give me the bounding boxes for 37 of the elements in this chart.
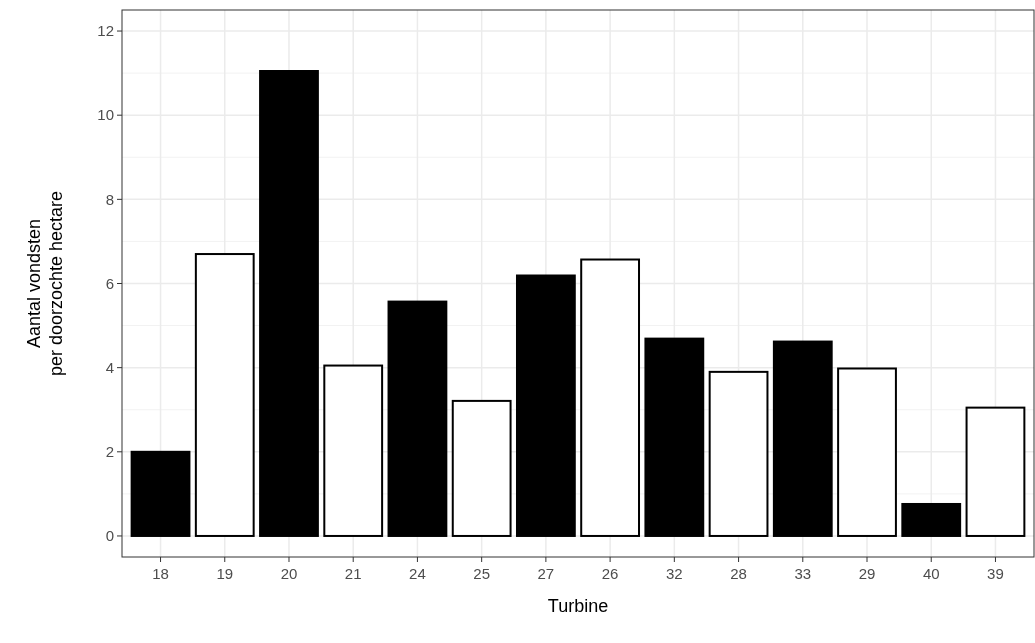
x-tick-label: 33 xyxy=(794,565,812,582)
y-tick-label: 8 xyxy=(105,190,114,208)
x-tick-label: 32 xyxy=(665,565,683,582)
y-tick-label: 4 xyxy=(105,358,114,376)
bar xyxy=(451,399,512,537)
bar xyxy=(580,258,641,537)
x-axis-title: Turbine xyxy=(547,596,609,616)
y-axis-title: Aantal vondsten per doorzochte hectare xyxy=(24,190,66,377)
y-tick-label: 6 xyxy=(105,274,114,292)
y-tick-label: 10 xyxy=(97,106,114,124)
x-tick-label: 25 xyxy=(473,565,491,582)
bar xyxy=(130,450,191,537)
bar xyxy=(323,364,384,537)
x-tick-label: 19 xyxy=(216,565,234,582)
x-tick-label: 29 xyxy=(858,565,876,582)
x-tick-label: 26 xyxy=(601,565,619,582)
bar xyxy=(837,367,897,537)
x-tick-label: 18 xyxy=(152,565,169,582)
x-tick-label: 21 xyxy=(344,565,362,582)
bar xyxy=(644,337,705,537)
bar xyxy=(515,274,576,537)
x-tick-label: 27 xyxy=(537,565,555,582)
x-tick-label: 20 xyxy=(280,565,298,582)
bar xyxy=(194,253,255,537)
bar xyxy=(708,370,769,537)
y-tick-label: 0 xyxy=(105,527,114,545)
bar xyxy=(772,340,833,537)
x-tick-label: 40 xyxy=(922,565,940,582)
bar xyxy=(965,406,1026,537)
y-tick-label: 12 xyxy=(97,22,114,40)
bar xyxy=(387,300,448,537)
y-tick-label: 2 xyxy=(105,443,114,461)
x-tick-label: 28 xyxy=(730,565,747,582)
x-tick-label: 39 xyxy=(987,565,1004,582)
bar xyxy=(259,70,319,537)
x-tick-label: 24 xyxy=(409,565,426,582)
bar xyxy=(901,502,962,537)
